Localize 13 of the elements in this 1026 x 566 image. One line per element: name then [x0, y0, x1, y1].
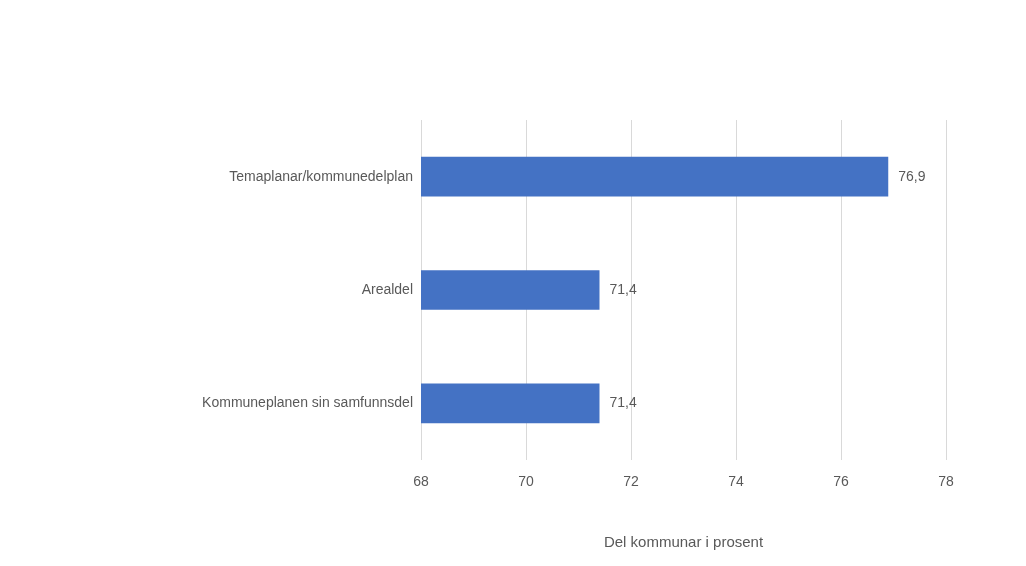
- x-tick-label: 76: [833, 473, 849, 490]
- x-tick-label: 70: [518, 473, 534, 490]
- y-tick-label: Arealdel: [361, 280, 413, 297]
- x-tick-label: 68: [413, 473, 429, 490]
- data-label: 71,4: [609, 280, 637, 297]
- x-tick-label: 74: [728, 473, 744, 490]
- data-label: 71,4: [609, 394, 637, 411]
- y-tick-label: Kommuneplanen sin samfunnsdel: [202, 394, 413, 411]
- x-tick-label: 78: [938, 473, 954, 490]
- x-axis-title: Del kommunar i prosent: [603, 533, 764, 551]
- y-tick-label: Temaplanar/kommunedelplan: [229, 167, 413, 184]
- data-label: 76,9: [898, 167, 926, 184]
- x-tick-label: 72: [623, 473, 639, 490]
